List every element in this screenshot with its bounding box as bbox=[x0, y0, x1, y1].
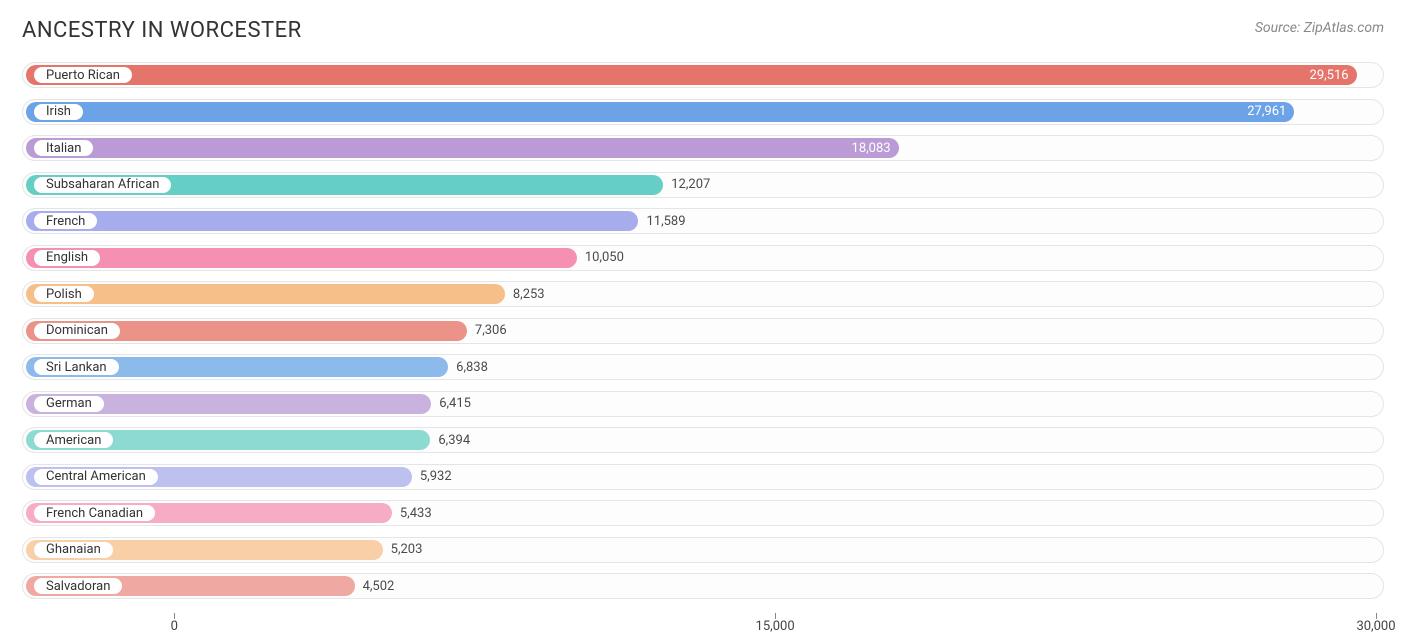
bar-value: 29,516 bbox=[1310, 58, 1349, 92]
bar-row: French Canadian 5,433 bbox=[22, 496, 1384, 530]
bar-label: English bbox=[34, 250, 100, 266]
bar-value: 27,961 bbox=[1247, 95, 1286, 129]
bar-row: Subsaharan African 12,207 bbox=[22, 168, 1384, 202]
bar-label: Italian bbox=[34, 140, 93, 156]
bar-value: 4,502 bbox=[363, 569, 395, 603]
chart-header: ANCESTRY IN WORCESTER Source: ZipAtlas.c… bbox=[0, 0, 1406, 53]
bar-row: Italian 18,083 bbox=[22, 131, 1384, 165]
bar-value: 10,050 bbox=[585, 241, 624, 275]
bar-fill bbox=[26, 211, 638, 231]
chart-area: Puerto Rican 29,516 Irish 27,961 Italian 18,0… bbox=[22, 58, 1384, 608]
bar-fill bbox=[26, 102, 1294, 122]
bar-label: Dominican bbox=[34, 323, 120, 339]
bar-value: 12,207 bbox=[671, 168, 710, 202]
bar-value: 5,932 bbox=[420, 460, 452, 494]
bar-value: 6,394 bbox=[438, 423, 470, 457]
bar-row: Sri Lankan 6,838 bbox=[22, 350, 1384, 384]
bar-row: Polish 8,253 bbox=[22, 277, 1384, 311]
tick-label: 0 bbox=[171, 619, 178, 634]
bar-label: Salvadoran bbox=[34, 578, 122, 594]
bar-value: 7,306 bbox=[475, 314, 507, 348]
bar-value: 5,433 bbox=[400, 496, 432, 530]
bar-row: Salvadoran 4,502 bbox=[22, 569, 1384, 603]
bar-label: French Canadian bbox=[34, 505, 155, 521]
bar-label: French bbox=[34, 213, 97, 229]
bar-row: American 6,394 bbox=[22, 423, 1384, 457]
bar-label: Sri Lankan bbox=[34, 359, 119, 375]
bar-fill bbox=[26, 248, 577, 268]
bar-label: Puerto Rican bbox=[34, 67, 132, 83]
chart-source: Source: ZipAtlas.com bbox=[1255, 18, 1384, 36]
bar-row: Ghanaian 5,203 bbox=[22, 533, 1384, 567]
bar-value: 8,253 bbox=[513, 277, 545, 311]
bar-row: French 11,589 bbox=[22, 204, 1384, 238]
bar-row: Puerto Rican 29,516 bbox=[22, 58, 1384, 92]
bar-label: Irish bbox=[34, 104, 83, 120]
bar-value: 6,415 bbox=[439, 387, 471, 421]
bar-fill bbox=[26, 65, 1357, 85]
bar-row: English 10,050 bbox=[22, 241, 1384, 275]
bar-row: Irish 27,961 bbox=[22, 95, 1384, 129]
bar-row: Dominican 7,306 bbox=[22, 314, 1384, 348]
bar-fill bbox=[26, 138, 899, 158]
bar-label: Polish bbox=[34, 286, 94, 302]
bar-value: 11,589 bbox=[646, 204, 685, 238]
bar-row: German 6,415 bbox=[22, 387, 1384, 421]
bar-fill bbox=[26, 284, 505, 304]
tick-label: 15,000 bbox=[756, 619, 795, 634]
axis-tick: 15,000 bbox=[775, 613, 776, 619]
bar-label: American bbox=[34, 432, 113, 448]
tick-label: 30,000 bbox=[1356, 619, 1395, 634]
bar-row: Central American 5,932 bbox=[22, 460, 1384, 494]
bar-label: Ghanaian bbox=[34, 542, 113, 558]
chart-title: ANCESTRY IN WORCESTER bbox=[22, 18, 302, 43]
x-axis: 0 15,000 30,000 bbox=[22, 612, 1384, 634]
bar-value: 18,083 bbox=[852, 131, 891, 165]
axis-tick: 0 bbox=[174, 613, 175, 619]
bar-label: German bbox=[34, 396, 104, 412]
bar-label: Subsaharan African bbox=[34, 177, 171, 193]
bar-label: Central American bbox=[34, 469, 158, 485]
bar-value: 6,838 bbox=[456, 350, 488, 384]
bar-value: 5,203 bbox=[391, 533, 423, 567]
axis-tick: 30,000 bbox=[1376, 613, 1377, 619]
